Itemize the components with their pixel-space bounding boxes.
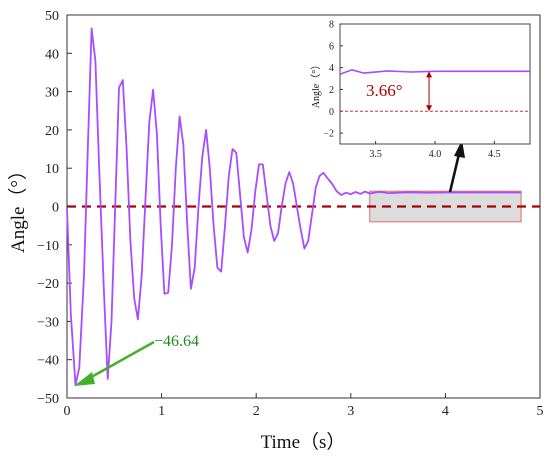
y-tick-label: 10 [45, 162, 59, 177]
x-tick-label: 5 [537, 404, 544, 419]
x-axis-title: Time（s） [261, 431, 346, 453]
inset-x-tick-label: 4.0 [429, 149, 442, 160]
inset-y-tick-label: 6 [329, 41, 334, 52]
min-annotation-arrow [85, 340, 155, 382]
inset-x-tick-label: 4.5 [488, 149, 501, 160]
y-tick-label: −10 [37, 239, 59, 254]
y-tick-label: 20 [45, 124, 59, 139]
y-tick-label: −40 [37, 354, 59, 369]
y-tick-label: 30 [45, 86, 59, 101]
inset-y-tick-label: 0 [329, 107, 334, 118]
min-annotation-arrowhead [74, 372, 95, 386]
inset-plot-frame [339, 23, 531, 145]
inset-steady-state-label: 3.66° [366, 81, 403, 100]
x-axis-ticks: 0 1 2 3 4 5 [64, 393, 544, 419]
y-axis-ticks: −50 −40 −30 −20 −10 0 10 20 30 40 50 [37, 9, 72, 407]
y-axis-title: Angle（°） [7, 161, 29, 253]
inset-y-axis-ticks: −2 0 2 4 6 8 [323, 20, 343, 140]
inset-pointer-arrow [448, 140, 465, 193]
inset-x-axis-ticks: 3.5 4.0 4.5 [369, 141, 501, 160]
inset-y-tick-label: 2 [329, 85, 334, 96]
inset-angle-series-line [339, 68, 530, 75]
y-tick-label: −20 [37, 277, 59, 292]
x-tick-label: 4 [442, 404, 449, 419]
x-tick-label: 1 [158, 404, 165, 419]
inset-x-tick-label: 3.5 [369, 149, 382, 160]
min-annotation-label: −46.64 [154, 333, 199, 350]
x-tick-label: 3 [347, 404, 354, 419]
x-tick-label: 2 [253, 404, 260, 419]
y-tick-label: −30 [37, 315, 59, 330]
inset-plot: 3.5 4.0 4.5 −2 0 2 4 6 8 3.66° Angle（°） [310, 20, 531, 160]
y-tick-label: 0 [52, 201, 59, 216]
angle-series-line [66, 27, 522, 387]
y-tick-label: −50 [37, 392, 59, 407]
y-tick-label: 40 [45, 47, 59, 62]
inset-y-tick-label: 4 [329, 63, 334, 74]
inset-y-tick-label: 8 [329, 20, 334, 31]
min-annotation: −46.64 [74, 333, 199, 386]
inset-steady-state-dimension [426, 71, 433, 112]
x-tick-label: 0 [64, 404, 71, 419]
y-tick-label: 50 [45, 9, 59, 24]
inset-y-tick-label: −2 [323, 129, 334, 140]
inset-y-axis-title: Angle（°） [310, 60, 322, 108]
